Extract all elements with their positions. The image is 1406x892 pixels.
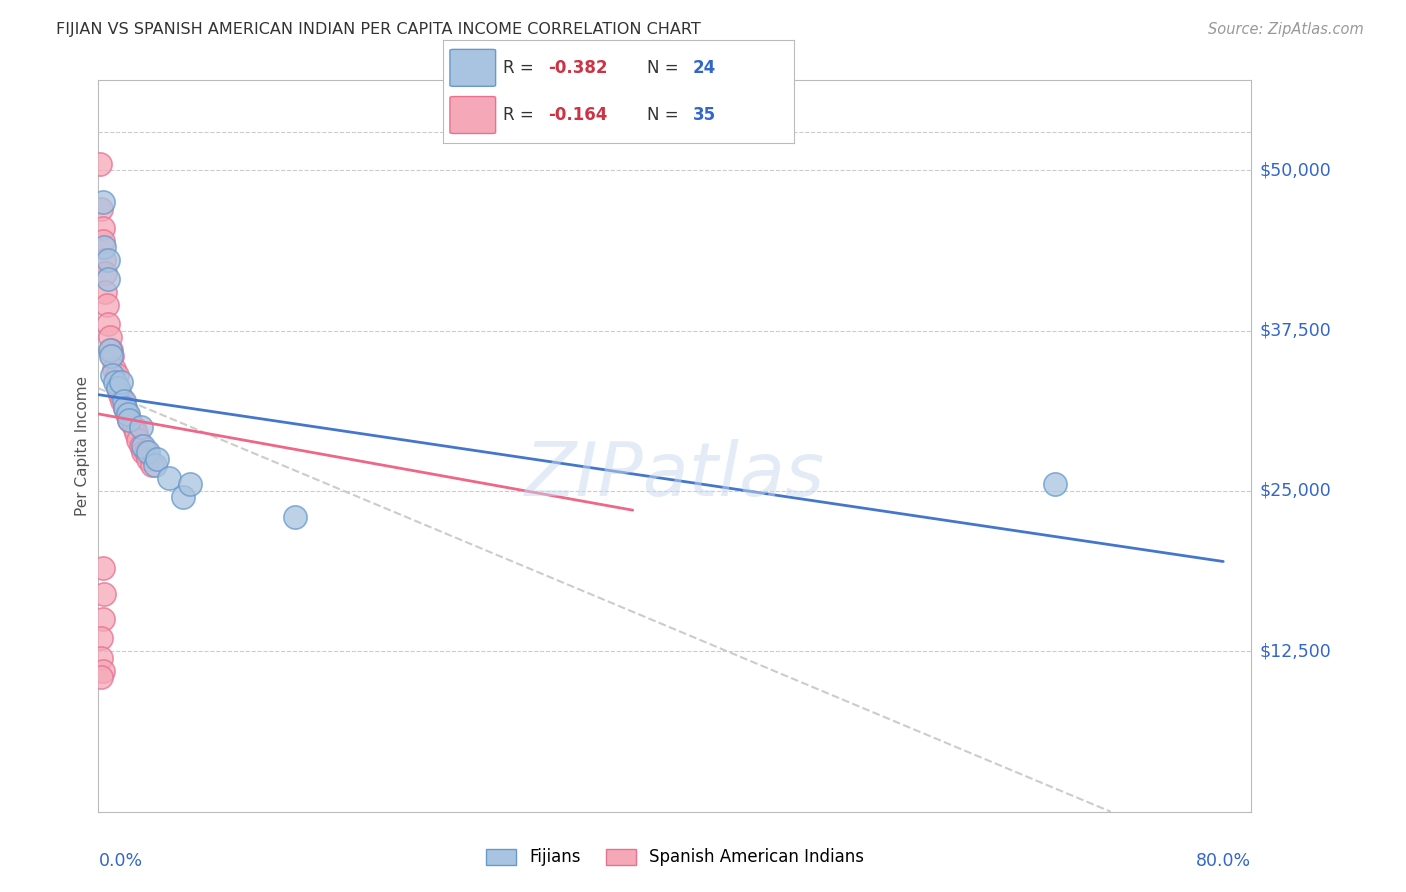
Text: 0.0%: 0.0%	[98, 852, 142, 870]
Text: ZIPatlas: ZIPatlas	[524, 439, 825, 511]
Text: $50,000: $50,000	[1260, 161, 1331, 179]
Point	[100, 349, 122, 363]
Point	[118, 413, 141, 427]
Text: -0.164: -0.164	[548, 106, 607, 124]
Point	[97, 272, 120, 286]
Point	[132, 445, 155, 459]
Point	[136, 445, 159, 459]
Point	[91, 234, 114, 248]
Point	[107, 381, 129, 395]
Point	[108, 387, 131, 401]
Point	[157, 471, 180, 485]
Text: 24: 24	[692, 59, 716, 77]
Point	[136, 451, 159, 466]
Point	[91, 561, 114, 575]
Point	[91, 612, 114, 626]
Legend: Fijians, Spanish American Indians: Fijians, Spanish American Indians	[479, 841, 870, 873]
Point	[93, 240, 115, 254]
Point	[97, 252, 120, 267]
Text: N =: N =	[647, 106, 678, 124]
Point	[101, 349, 124, 363]
Text: 80.0%: 80.0%	[1197, 852, 1251, 870]
Point	[110, 375, 132, 389]
Point	[179, 477, 201, 491]
Point	[90, 670, 112, 684]
Point	[91, 195, 114, 210]
Point	[143, 458, 166, 473]
Text: -0.382: -0.382	[548, 59, 607, 77]
Point	[96, 298, 118, 312]
Text: $37,500: $37,500	[1260, 321, 1331, 340]
Point	[125, 426, 148, 441]
Point	[118, 413, 141, 427]
Text: FIJIAN VS SPANISH AMERICAN INDIAN PER CAPITA INCOME CORRELATION CHART: FIJIAN VS SPANISH AMERICAN INDIAN PER CA…	[56, 22, 702, 37]
Text: $12,500: $12,500	[1260, 642, 1331, 660]
Point	[112, 394, 135, 409]
Point	[90, 202, 112, 216]
Point	[107, 381, 129, 395]
Point	[114, 401, 136, 415]
Point	[98, 343, 121, 357]
Text: 35: 35	[692, 106, 716, 124]
Point	[117, 407, 139, 421]
FancyBboxPatch shape	[450, 49, 495, 87]
Point	[114, 401, 136, 415]
Point	[100, 343, 122, 357]
Point	[122, 419, 145, 434]
Point	[129, 439, 152, 453]
Point	[94, 266, 117, 280]
Point	[98, 330, 121, 344]
Text: $25,000: $25,000	[1260, 482, 1331, 500]
Point	[1043, 477, 1066, 491]
Text: R =: R =	[503, 106, 533, 124]
Point	[90, 650, 112, 665]
Point	[111, 394, 134, 409]
Point	[105, 368, 128, 383]
Point	[104, 375, 127, 389]
Point	[135, 445, 157, 459]
Point	[141, 458, 163, 473]
Point	[91, 220, 114, 235]
Point	[94, 285, 117, 299]
Point	[89, 157, 111, 171]
Point	[91, 664, 114, 678]
Text: N =: N =	[647, 59, 678, 77]
Text: Source: ZipAtlas.com: Source: ZipAtlas.com	[1208, 22, 1364, 37]
Point	[127, 433, 149, 447]
Point	[115, 407, 138, 421]
Y-axis label: Per Capita Income: Per Capita Income	[75, 376, 90, 516]
Point	[284, 509, 307, 524]
Point	[103, 362, 125, 376]
Text: R =: R =	[503, 59, 533, 77]
Point	[97, 317, 120, 331]
Point	[93, 252, 115, 267]
FancyBboxPatch shape	[450, 96, 495, 134]
Point	[101, 368, 124, 383]
Point	[172, 491, 194, 505]
Point	[90, 632, 112, 646]
Point	[146, 451, 169, 466]
Point	[132, 439, 155, 453]
Point	[129, 419, 152, 434]
Point	[93, 586, 115, 600]
